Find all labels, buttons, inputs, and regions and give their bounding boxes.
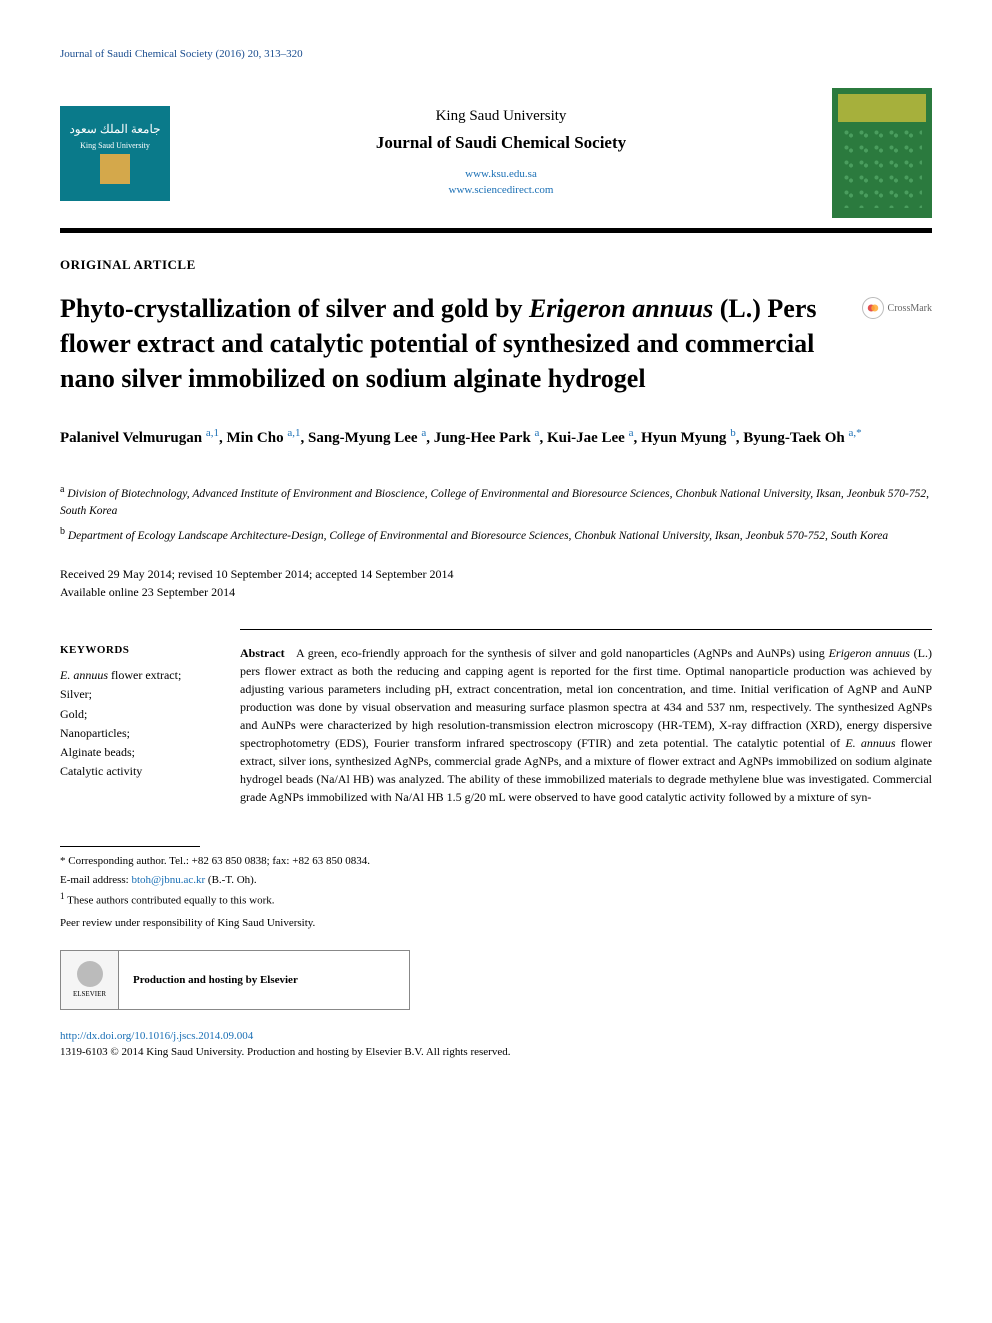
peer-review-note: Peer review under responsibility of King… [60,915,932,932]
crossmark-badge[interactable]: CrossMark [862,297,932,319]
keywords-list: E. annuus flower extract;Silver;Gold;Nan… [60,666,220,781]
email-note: E-mail address: btoh@jbnu.ac.kr (B.-T. O… [60,872,932,889]
article-dates: Received 29 May 2014; revised 10 Septemb… [60,565,932,601]
keyword: Alginate beads; [60,743,220,762]
abstract-divider [240,629,932,630]
keyword: Catalytic activity [60,762,220,781]
elsevier-logo: ELSEVIER [61,951,119,1009]
link-sciencedirect[interactable]: www.sciencedirect.com [449,184,554,196]
keyword: Gold; [60,705,220,724]
hosting-text: Production and hosting by Elsevier [119,972,312,989]
keyword: Nanoparticles; [60,724,220,743]
email-link[interactable]: btoh@jbnu.ac.kr [131,874,205,886]
journal-cover-thumbnail [832,88,932,218]
university-name: King Saud University [170,108,832,125]
abstract: Abstract A green, eco-friendly approach … [240,644,932,806]
authors: Palanivel Velmurugan a,1, Min Cho a,1, S… [60,424,932,452]
copyright: 1319-6103 © 2014 King Saud University. P… [60,1046,510,1058]
bottom-info: http://dx.doi.org/10.1016/j.jscs.2014.09… [60,1028,932,1061]
affiliation: a Division of Biotechnology, Advanced In… [60,482,932,520]
equal-contribution-note: 1 These authors contributed equally to t… [60,890,932,909]
keyword: Silver; [60,685,220,704]
affiliation: b Department of Ecology Landscape Archit… [60,524,932,545]
crossmark-icon [862,297,884,319]
link-ksu[interactable]: www.ksu.edu.sa [465,168,537,180]
footnotes: * Corresponding author. Tel.: +82 63 850… [60,846,932,1010]
hosting-box: ELSEVIER Production and hosting by Elsev… [60,950,410,1010]
ksu-logo: جامعة الملك سعود King Saud University [60,106,170,201]
masthead: جامعة الملك سعود King Saud University Ki… [60,88,932,218]
doi-link[interactable]: http://dx.doi.org/10.1016/j.jscs.2014.09… [60,1030,253,1042]
keyword: E. annuus flower extract; [60,666,220,685]
corresponding-author-note: * Corresponding author. Tel.: +82 63 850… [60,853,932,870]
article-type: ORIGINAL ARTICLE [60,257,932,273]
horizontal-rule [60,228,932,233]
keywords-heading: KEYWORDS [60,644,220,656]
article-title: Phyto-crystallization of silver and gold… [60,291,842,396]
journal-name: Journal of Saudi Chemical Society [170,133,832,153]
running-head: Journal of Saudi Chemical Society (2016)… [60,48,932,60]
